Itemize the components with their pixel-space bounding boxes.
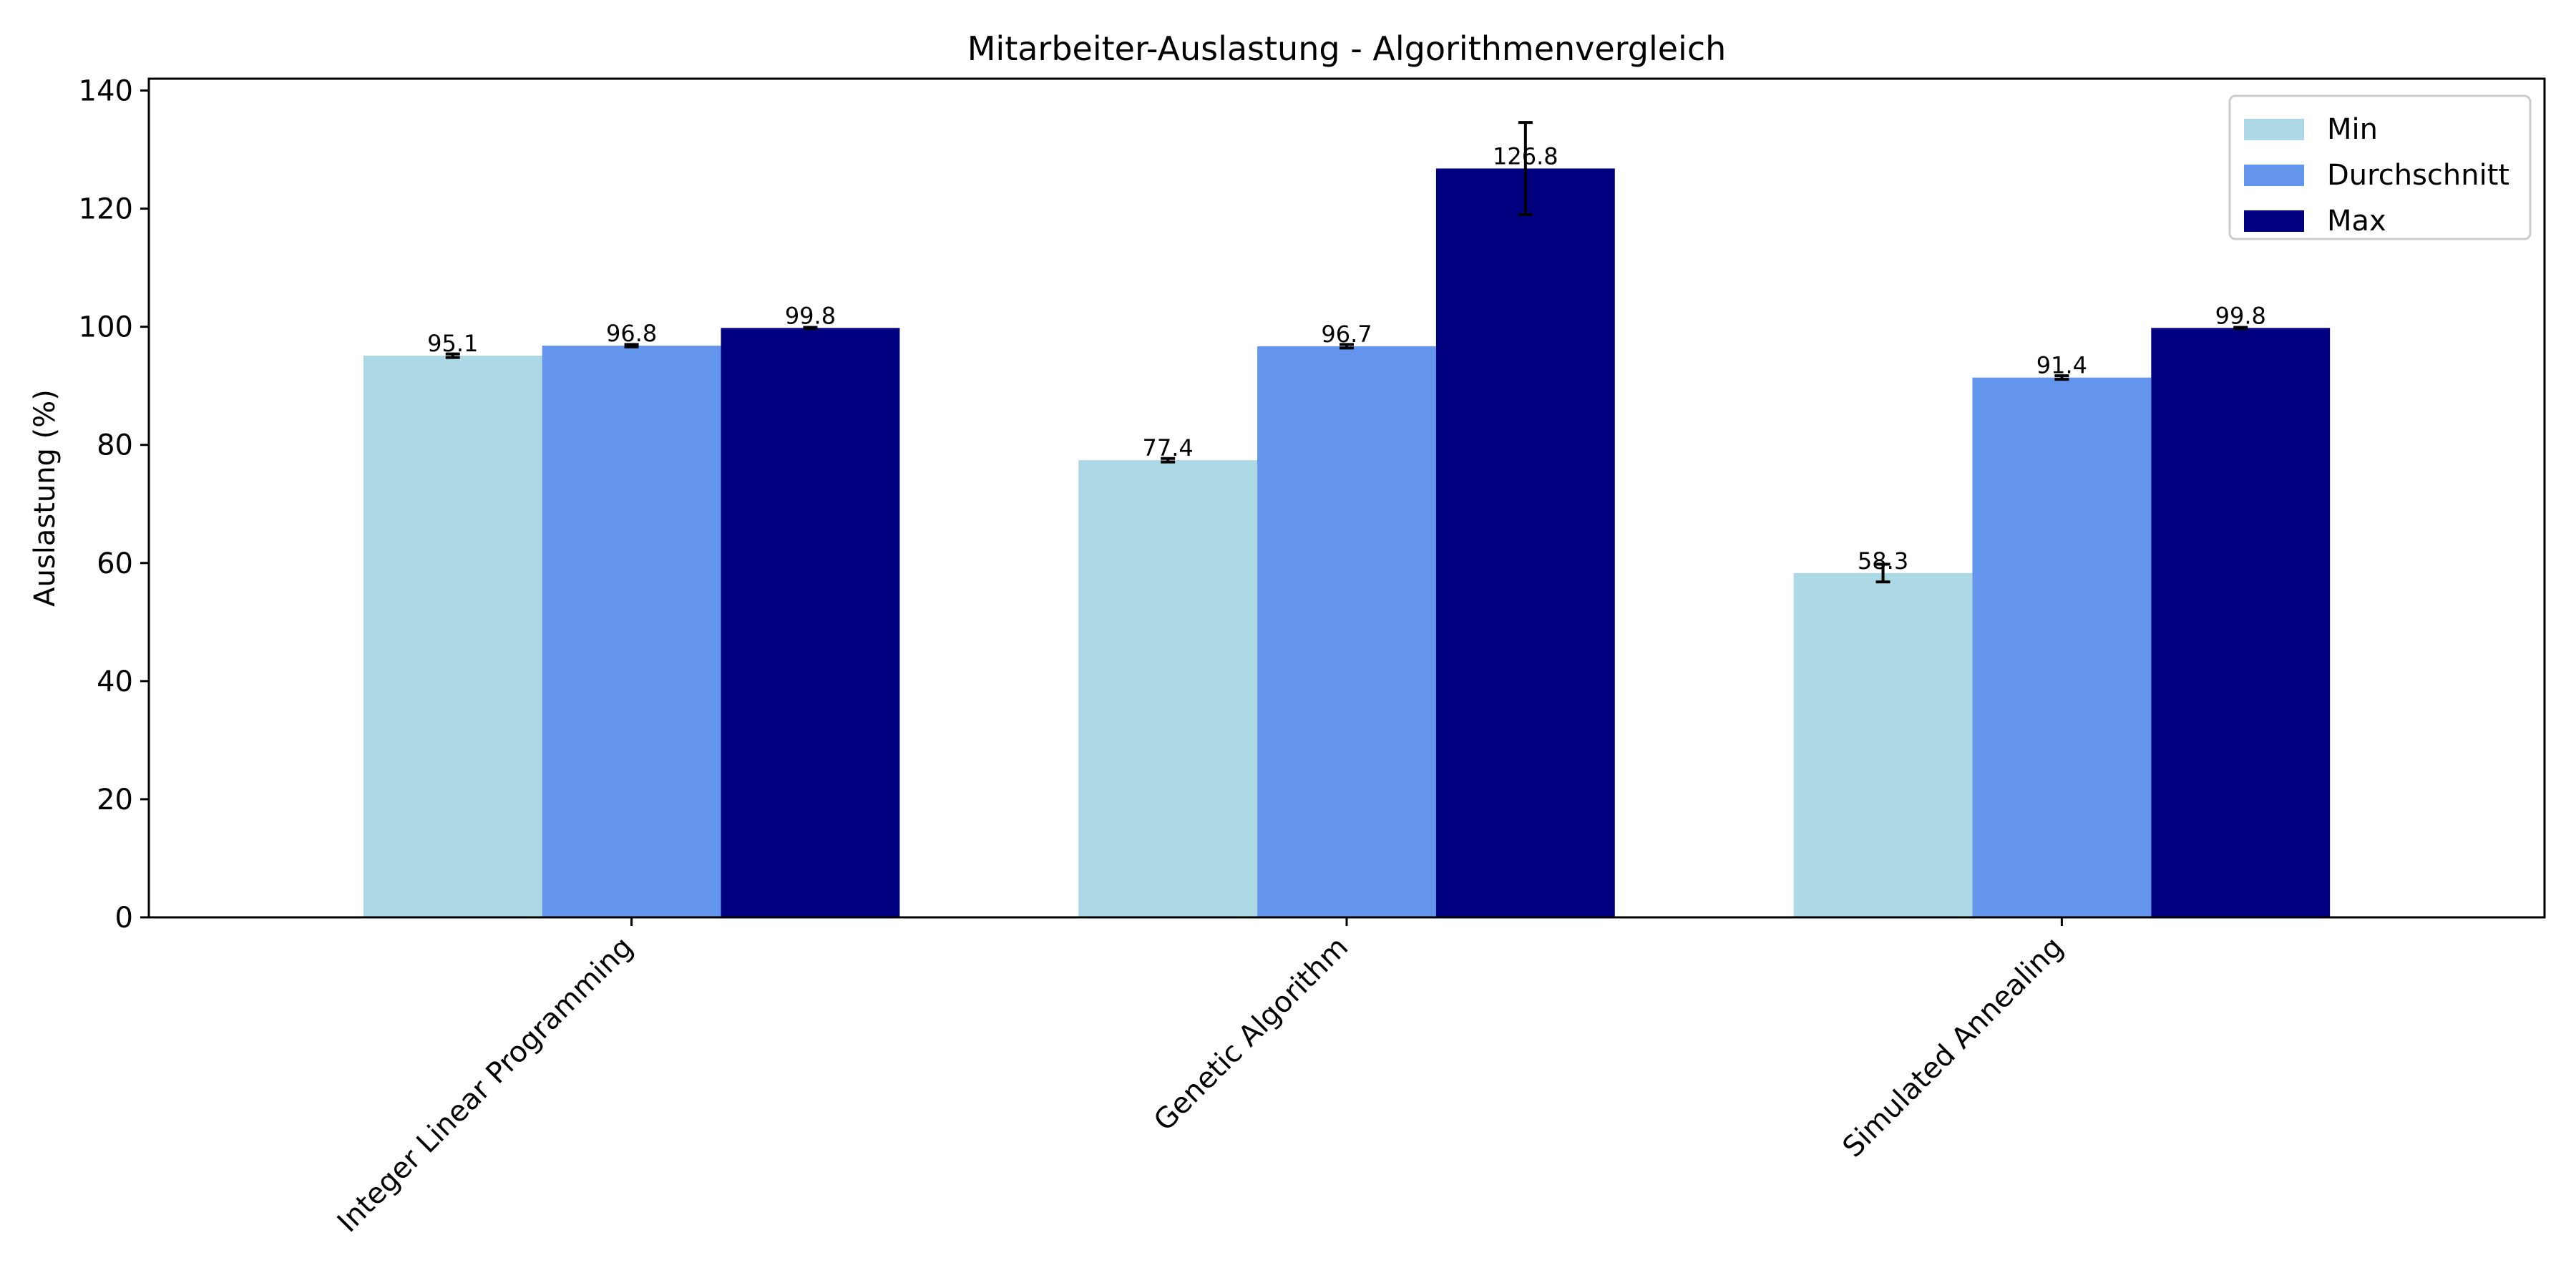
y-tick-label: 60 xyxy=(97,547,133,580)
bar-value-label: 99.8 xyxy=(2215,302,2266,329)
error-bar xyxy=(2233,326,2248,331)
legend-swatch xyxy=(2244,165,2304,186)
y-tick-label: 80 xyxy=(97,429,133,462)
y-tick-label: 140 xyxy=(79,75,133,108)
x-tick-label: Integer Linear Programming xyxy=(331,931,640,1239)
legend-box xyxy=(2228,94,2532,240)
y-tick-label: 0 xyxy=(115,902,133,935)
legend-entry: Min xyxy=(2327,113,2378,146)
legend: Min Durchschnitt Max xyxy=(2228,94,2532,240)
error-bar xyxy=(803,326,818,331)
legend-entry: Max xyxy=(2327,205,2386,238)
bar-durchschnitt-2 xyxy=(1972,377,2152,917)
chart-title: Mitarbeiter-Auslastung - Algorithmenverg… xyxy=(967,29,1727,68)
error-bar xyxy=(445,352,460,359)
error-bar xyxy=(1518,121,1533,216)
error-bar xyxy=(624,343,639,348)
bar-min-2 xyxy=(1793,572,1973,917)
error-bar xyxy=(2054,374,2069,381)
bar-value-label: 99.8 xyxy=(785,302,836,329)
x-tick-label: Simulated Annealing xyxy=(1836,931,2069,1164)
x-tick-label: Genetic Algorithm xyxy=(1148,931,1355,1138)
bar-value-label: 58.3 xyxy=(1858,547,1908,575)
bar-durchschnitt-0 xyxy=(542,346,721,917)
y-tick-label: 120 xyxy=(79,193,133,226)
bar-min-0 xyxy=(363,356,542,917)
legend-entry: Durchschnitt xyxy=(2327,159,2509,192)
bar-value-label: 96.8 xyxy=(606,320,657,347)
legend-swatch xyxy=(2244,210,2304,232)
legend-swatch xyxy=(2244,119,2304,140)
bar-value-label: 96.7 xyxy=(1321,321,1372,348)
bar-value-label: 126.8 xyxy=(1493,142,1558,170)
plot-area: 95.1 77.4 58.3 96.8 96.7 91.4 99.8 126.8 99.8 0 20… xyxy=(79,75,2546,1239)
y-tick-label: 40 xyxy=(97,665,133,698)
bar-value-label: 91.4 xyxy=(2036,352,2087,379)
bar-durchschnitt-1 xyxy=(1257,346,1436,917)
bar-min-1 xyxy=(1078,460,1258,917)
error-bar xyxy=(1161,457,1176,464)
y-tick-label: 20 xyxy=(97,784,133,816)
error-bar xyxy=(1875,562,1890,584)
y-tick-label: 100 xyxy=(79,311,133,344)
error-bar xyxy=(1340,343,1354,350)
y-axis-label: Auslastung (%) xyxy=(29,389,62,607)
bar-value-label: 77.4 xyxy=(1143,434,1194,462)
bar-value-label: 95.1 xyxy=(427,330,478,357)
bar-max-2 xyxy=(2151,328,2331,917)
bar-max-0 xyxy=(721,328,900,917)
bar-max-1 xyxy=(1435,168,1615,918)
